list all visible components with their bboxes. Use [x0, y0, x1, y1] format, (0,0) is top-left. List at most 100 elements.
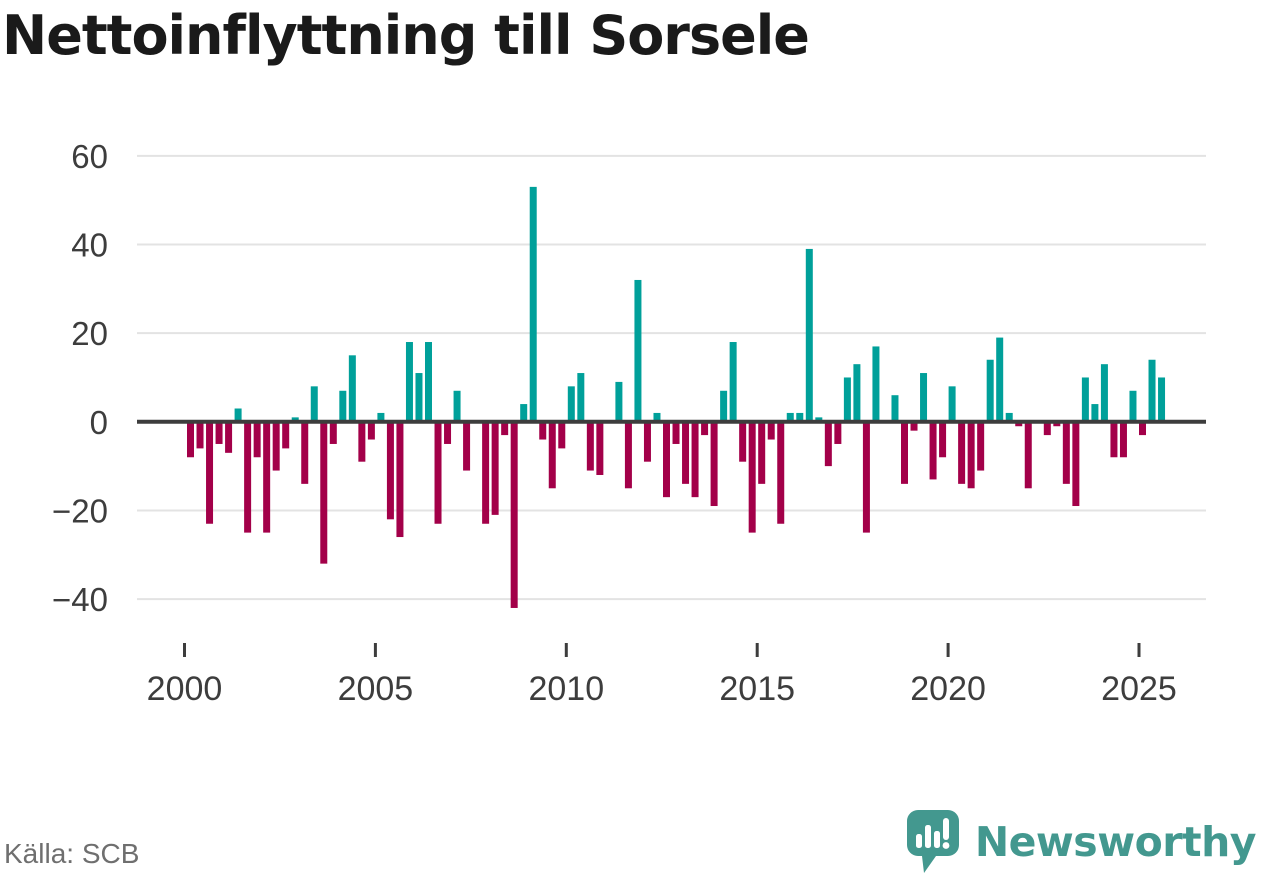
x-tick-label-2025: 2025 [1101, 670, 1177, 708]
bar-2012Q1 [643, 421, 651, 462]
bar-2008Q4 [520, 404, 528, 422]
bar-2016Q1 [796, 412, 804, 422]
x-tick-label-2000: 2000 [147, 670, 223, 708]
source-note: Källa: SCB [4, 838, 140, 869]
bar-2002Q4 [291, 417, 299, 422]
bar-2000Q2 [196, 421, 204, 449]
bar-2022Q4 [1053, 421, 1061, 427]
bar-2010Q3 [586, 421, 594, 471]
bar-2023Q1 [1062, 421, 1070, 484]
bar-2024Q3 [1119, 421, 1127, 458]
bar-2015Q3 [777, 421, 785, 524]
bar-2021Q3 [1005, 412, 1013, 422]
bar-2009Q4 [558, 421, 566, 449]
chart-title: Nettoinflyttning till Sorsele [2, 4, 810, 67]
bar-2001Q2 [234, 408, 242, 422]
bar-2003Q3 [320, 421, 328, 564]
newsworthy-logo-icon [906, 810, 959, 873]
bar-2010Q4 [596, 421, 604, 475]
y-tick-label-20: 20 [71, 315, 108, 352]
bar-2016Q4 [824, 421, 832, 467]
bar-2017Q1 [834, 421, 842, 444]
bar-2006Q4 [444, 421, 452, 444]
bar-2023Q4 [1091, 404, 1099, 422]
y-tick-label-40: 40 [71, 227, 108, 264]
logo-bubble [906, 810, 959, 873]
bar-2024Q2 [1110, 421, 1118, 458]
bar-2002Q1 [263, 421, 271, 533]
bar-2003Q1 [301, 421, 309, 484]
bar-2016Q3 [815, 417, 823, 422]
bar-2013Q1 [682, 421, 690, 484]
bar-2005Q3 [396, 421, 404, 538]
bar-2025Q2 [1148, 359, 1156, 422]
bar-2004Q2 [348, 355, 356, 422]
bar-2000Q4 [215, 421, 223, 444]
bar-2013Q4 [710, 421, 718, 507]
bar-2019Q3 [929, 421, 937, 480]
bar-2024Q1 [1100, 364, 1108, 422]
bar-2018Q3 [891, 395, 899, 422]
bar-2001Q1 [225, 421, 233, 453]
brand-name: Newsworthy [974, 818, 1257, 866]
bar-2006Q2 [425, 342, 432, 422]
bar-2006Q1 [415, 373, 423, 422]
bar-2019Q4 [939, 421, 947, 458]
bar-2025Q1 [1139, 421, 1146, 436]
bar-2012Q4 [672, 421, 680, 444]
bar-2003Q2 [310, 386, 318, 422]
bar-2014Q4 [748, 421, 756, 533]
bar-2019Q1 [910, 421, 918, 431]
bar-2001Q4 [253, 421, 261, 458]
x-tick-label-2010: 2010 [528, 670, 604, 708]
bar-2009Q3 [548, 421, 556, 489]
bar-2001Q3 [244, 421, 252, 533]
bar-2022Q1 [1024, 421, 1032, 489]
bar-2021Q1 [986, 359, 994, 422]
bar-2020Q3 [967, 421, 975, 489]
bar-2010Q2 [577, 373, 585, 422]
bar-2009Q1 [529, 186, 537, 422]
bar-2020Q4 [977, 421, 985, 471]
y-tick-label-0: 0 [90, 404, 108, 441]
bar-2008Q2 [501, 421, 509, 436]
bar-2020Q2 [958, 421, 966, 484]
y-tick-label--20: −20 [52, 492, 108, 529]
bar-2025Q3 [1158, 377, 1166, 422]
bar-2010Q1 [567, 386, 575, 422]
bar-2012Q3 [663, 421, 670, 498]
bar-2004Q1 [339, 390, 347, 422]
bar-2017Q4 [862, 421, 870, 533]
bar-2014Q3 [739, 421, 747, 462]
bar-2012Q2 [653, 412, 661, 422]
bar-2023Q2 [1072, 421, 1080, 507]
bar-2021Q2 [996, 337, 1004, 422]
bar-2008Q1 [491, 421, 499, 515]
bar-2004Q3 [358, 421, 366, 462]
x-tick-label-2005: 2005 [338, 670, 414, 708]
bar-2015Q4 [786, 412, 794, 422]
bar-2005Q1 [377, 412, 385, 422]
bar-2024Q4 [1129, 390, 1137, 422]
bar-2016Q2 [805, 248, 813, 422]
bar-2015Q1 [758, 421, 766, 484]
bar-2011Q4 [634, 279, 642, 422]
branding: Newsworthy [905, 808, 1257, 876]
logo-bar-chart-glyph [915, 818, 950, 849]
bar-2014Q2 [729, 342, 737, 422]
bar-2011Q2 [615, 381, 623, 422]
x-tick-label-2015: 2015 [719, 670, 795, 708]
bar-2000Q3 [206, 421, 214, 524]
bar-2019Q2 [920, 373, 928, 422]
bar-2000Q1 [187, 421, 194, 458]
bar-2015Q2 [767, 421, 775, 440]
bar-2013Q3 [701, 421, 709, 436]
bar-2002Q3 [282, 421, 290, 449]
bar-2018Q4 [901, 421, 908, 484]
bar-2022Q3 [1043, 421, 1051, 436]
bar-2006Q3 [434, 421, 442, 524]
bar-2014Q1 [720, 390, 728, 422]
bar-2021Q4 [1015, 421, 1023, 427]
bar-2004Q4 [367, 421, 375, 440]
